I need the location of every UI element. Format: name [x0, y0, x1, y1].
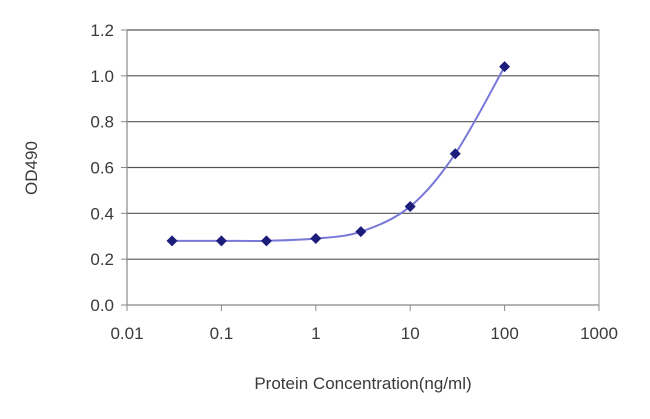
x-axis-ticks: 0.01 0.1 1 10 100 1000: [110, 305, 618, 343]
x-tick-label: 0.01: [110, 324, 143, 343]
data-point-marker: [355, 226, 367, 238]
y-tick-label: 1.0: [90, 67, 114, 86]
data-point-marker: [499, 61, 511, 73]
x-tick-label: 10: [401, 324, 420, 343]
y-tick-label: 0.6: [90, 159, 114, 178]
x-axis-title: Protein Concentration(ng/ml): [254, 374, 471, 393]
y-tick-label: 0.8: [90, 113, 114, 132]
data-point-marker: [310, 233, 322, 245]
y-tick-label: 1.2: [90, 21, 114, 40]
y-axis-title: OD490: [22, 141, 41, 195]
data-point-marker: [166, 235, 178, 247]
x-tick-label: 0.1: [210, 324, 234, 343]
y-tick-label: 0.2: [90, 250, 114, 269]
grid-lines: [127, 29, 599, 260]
y-axis-ticks: 0.0 0.2 0.4 0.6 0.8 1.0 1.2: [90, 21, 127, 315]
x-tick-label: 100: [490, 324, 518, 343]
data-point-marker: [260, 235, 272, 247]
y-tick-label: 0.0: [90, 296, 114, 315]
x-tick-label: 1: [311, 324, 320, 343]
y-tick-label: 0.4: [90, 204, 114, 223]
x-tick-label: 1000: [580, 324, 618, 343]
data-point-marker: [449, 148, 461, 160]
data-point-marker: [215, 235, 227, 247]
series-group: [166, 61, 511, 247]
data-point-marker: [404, 200, 416, 212]
